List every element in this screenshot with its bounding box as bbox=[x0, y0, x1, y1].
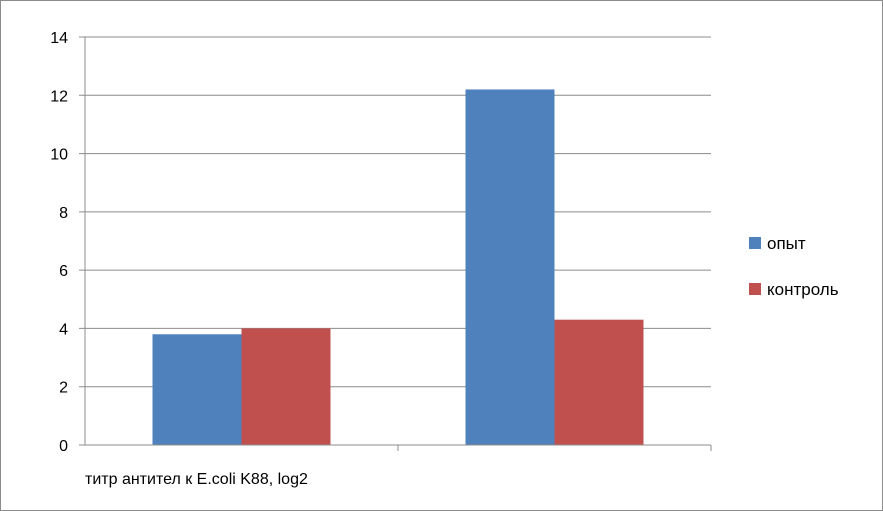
y-tick-label: 10 bbox=[50, 147, 68, 164]
bars bbox=[152, 89, 644, 445]
legend-label: опыт bbox=[767, 234, 806, 253]
bar-контроль bbox=[241, 328, 331, 445]
y-tick-label: 0 bbox=[59, 438, 68, 455]
y-tick-labels: 0 2 4 6 8 10 12 14 bbox=[50, 30, 68, 455]
legend-swatch bbox=[749, 237, 761, 249]
gridlines bbox=[79, 36, 711, 388]
y-tick-label: 6 bbox=[59, 263, 68, 280]
legend: опыт контроль bbox=[749, 234, 839, 299]
category-label: титр антител к E.coli K88, log2 bbox=[85, 471, 308, 488]
y-tick-label: 2 bbox=[59, 380, 68, 397]
axes bbox=[79, 37, 712, 451]
legend-swatch bbox=[749, 283, 761, 295]
bar-опыт bbox=[465, 89, 555, 445]
y-tick-label: 14 bbox=[50, 30, 68, 47]
y-tick-label: 8 bbox=[59, 205, 68, 222]
y-tick-label: 4 bbox=[59, 321, 68, 338]
y-tick-label: 12 bbox=[50, 88, 68, 105]
bar-опыт bbox=[152, 334, 242, 445]
legend-label: контроль bbox=[767, 280, 839, 299]
bar-контроль bbox=[554, 319, 644, 445]
category-labels: титр антител к E.coli K88, log2 bbox=[85, 471, 308, 488]
